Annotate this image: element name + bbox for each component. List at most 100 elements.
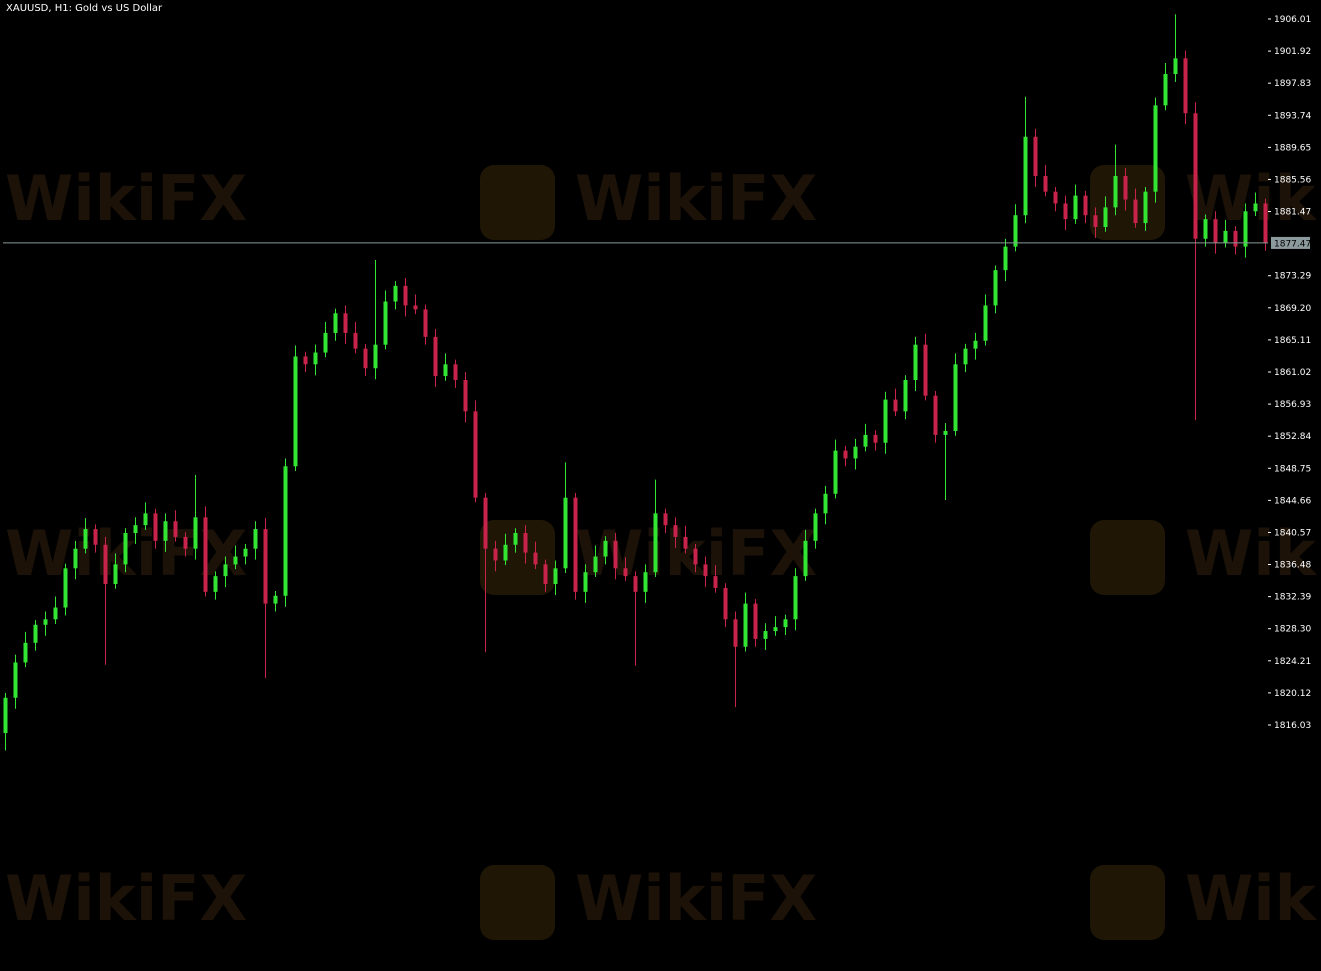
watermark-logo: WikiFX xyxy=(1090,517,1321,595)
candle xyxy=(293,345,298,472)
candle-body xyxy=(143,513,148,526)
candle-body xyxy=(623,568,628,577)
candle-body xyxy=(13,662,18,698)
candle-body xyxy=(363,348,368,369)
y-tick-label: 1889.65 xyxy=(1274,143,1311,153)
candle-body xyxy=(153,513,158,541)
candle xyxy=(643,564,648,603)
candle-body xyxy=(1093,215,1098,227)
candle xyxy=(233,545,238,570)
candle-body xyxy=(883,399,888,443)
candle xyxy=(613,532,618,580)
candle-body xyxy=(483,497,488,549)
y-tick-label: 1901.92 xyxy=(1274,47,1311,57)
candle-body xyxy=(853,446,858,459)
candle xyxy=(873,430,878,451)
candle xyxy=(183,532,188,557)
candle-body xyxy=(1073,195,1078,220)
candle-body xyxy=(313,352,318,365)
candle-body xyxy=(943,430,948,435)
candle-body xyxy=(673,525,678,537)
candle-body xyxy=(123,532,128,565)
candle-body xyxy=(663,513,668,526)
candle xyxy=(953,353,958,436)
candle xyxy=(563,462,568,574)
candle xyxy=(203,506,208,597)
candle-body xyxy=(783,619,788,628)
candle-body xyxy=(693,548,698,565)
candle xyxy=(53,596,58,625)
candle xyxy=(663,508,668,533)
candle xyxy=(993,265,998,314)
candle-body xyxy=(43,619,48,625)
y-tick-label: 1824.21 xyxy=(1274,657,1311,667)
candle-body xyxy=(1083,195,1088,216)
candle xyxy=(653,479,658,577)
candle-body xyxy=(93,529,98,545)
candle xyxy=(433,328,438,388)
candle xyxy=(243,543,248,565)
candle xyxy=(783,614,788,635)
candle-body xyxy=(1053,191,1058,204)
candle xyxy=(633,571,638,666)
candle xyxy=(943,423,948,501)
candle-body xyxy=(533,552,538,565)
candle-body xyxy=(183,536,188,549)
candle xyxy=(883,391,888,454)
candle-body xyxy=(53,607,58,620)
candle xyxy=(1003,238,1008,282)
candle xyxy=(1103,196,1108,232)
candle-body xyxy=(1263,203,1268,243)
y-tick-label: 1885.56 xyxy=(1274,175,1311,185)
candle xyxy=(1013,204,1018,252)
candle-body xyxy=(953,364,958,431)
candle xyxy=(733,611,738,708)
candle xyxy=(1113,144,1118,216)
candle-body xyxy=(283,466,288,596)
candle-body xyxy=(683,536,688,549)
candle-body xyxy=(1143,191,1148,224)
y-tick-label: 1869.20 xyxy=(1274,304,1311,314)
candle-body xyxy=(1103,207,1108,227)
candle-body xyxy=(1203,219,1208,239)
current-price-label: 1877.47 xyxy=(1274,239,1311,249)
candle xyxy=(713,565,718,593)
candle xyxy=(543,559,548,592)
candle-body xyxy=(993,270,998,306)
y-tick-label: 1856.93 xyxy=(1274,400,1311,410)
current-price-label-bg xyxy=(1271,236,1310,249)
y-tick-label: 1906.01 xyxy=(1274,15,1311,25)
candle xyxy=(283,458,288,607)
candle xyxy=(833,439,838,499)
candle-body xyxy=(1023,136,1028,216)
candle xyxy=(743,592,748,652)
candle xyxy=(983,294,988,346)
candle xyxy=(963,343,968,373)
candle-body xyxy=(1063,203,1068,220)
candle-body xyxy=(803,540,808,577)
candle-body xyxy=(1193,113,1198,239)
candle-body xyxy=(273,595,278,604)
candle-body xyxy=(423,309,428,337)
candle xyxy=(593,545,598,577)
candle xyxy=(463,372,468,423)
candle-body xyxy=(1253,203,1258,212)
candle xyxy=(1153,97,1158,203)
candle-body xyxy=(343,313,348,333)
candle xyxy=(503,533,508,566)
candle xyxy=(313,344,318,376)
candle xyxy=(863,423,868,452)
candle-body xyxy=(433,336,438,377)
candle xyxy=(1203,214,1208,247)
candle xyxy=(273,591,278,612)
candle-body xyxy=(543,564,548,584)
candle xyxy=(363,343,368,377)
candle-body xyxy=(873,434,878,443)
candle-body xyxy=(503,544,508,561)
candle-body xyxy=(753,603,758,639)
candle-body xyxy=(633,576,638,592)
y-tick-label: 1848.75 xyxy=(1274,464,1311,474)
candle xyxy=(623,557,628,581)
y-tick-label: 1828.30 xyxy=(1274,625,1311,635)
